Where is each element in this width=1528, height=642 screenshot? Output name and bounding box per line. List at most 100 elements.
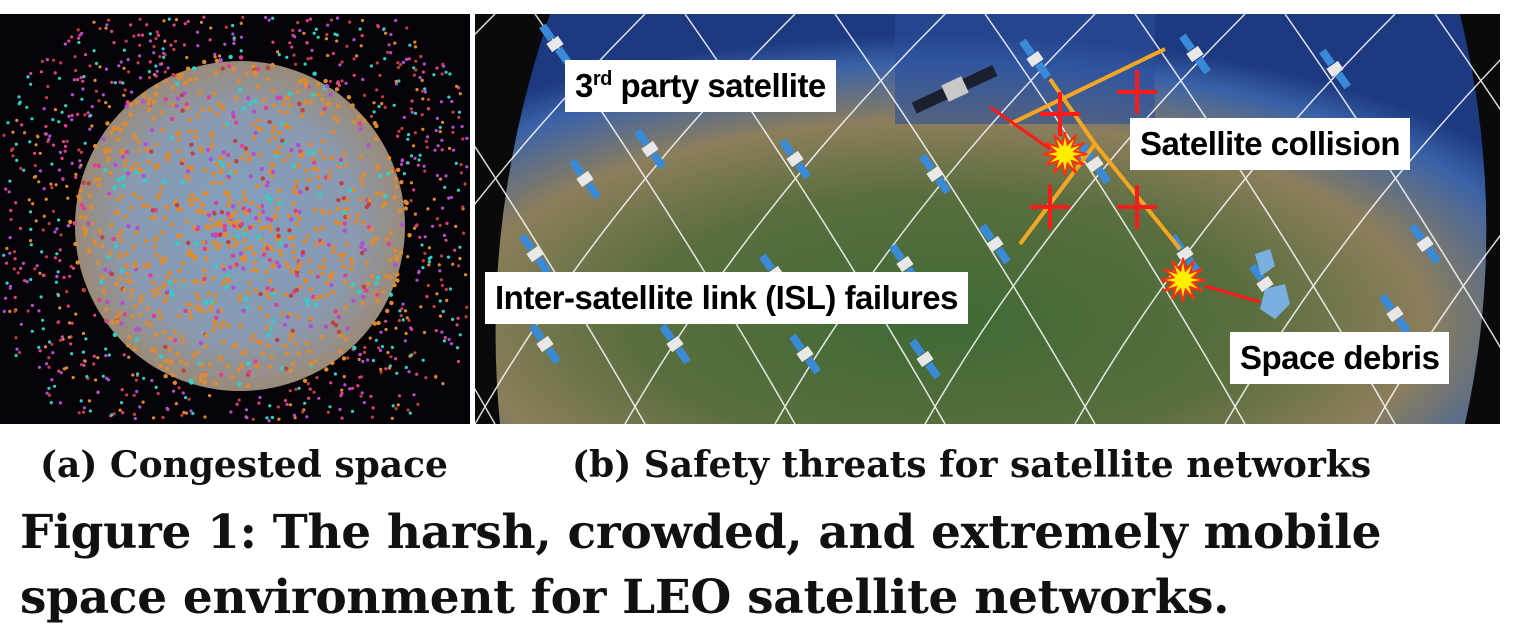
debris-dot: [378, 348, 382, 353]
debris-dot: [195, 350, 200, 355]
debris-dot: [93, 177, 99, 183]
debris-dot: [133, 416, 137, 421]
debris-dot: [438, 223, 442, 227]
debris-dot: [4, 261, 9, 265]
debris-dot: [271, 103, 276, 109]
debris-dot: [369, 64, 373, 68]
debris-dot: [282, 322, 288, 327]
debris-dot: [158, 62, 162, 66]
debris-dot: [136, 61, 140, 65]
debris-dot: [335, 104, 341, 109]
debris-dot: [361, 294, 366, 300]
debris-dot: [386, 155, 392, 161]
debris-dot: [267, 168, 272, 174]
debris-dot: [67, 321, 72, 325]
debris-dot: [244, 408, 249, 412]
debris-dot: [298, 189, 303, 195]
debris-dot: [119, 194, 125, 199]
figure-caption-line-2: space environment for LEO satellite netw…: [20, 570, 1230, 625]
debris-dot: [379, 370, 383, 374]
debris-dot: [250, 200, 255, 206]
debris-dot: [83, 113, 87, 117]
debris-dot: [202, 308, 207, 313]
debris-dot: [29, 239, 33, 243]
debris-dot: [228, 171, 234, 176]
debris-dot: [296, 163, 301, 168]
debris-dot: [214, 161, 220, 166]
arrow: [989, 105, 1051, 151]
debris-dot: [22, 168, 26, 172]
debris-dot: [335, 206, 340, 211]
debris-dot: [153, 142, 159, 147]
debris-dot: [123, 214, 128, 220]
debris-dot: [51, 351, 55, 355]
debris-dot: [65, 366, 69, 370]
debris-dot: [402, 115, 406, 119]
debris-dot: [409, 107, 413, 111]
debris-dot: [407, 370, 411, 374]
debris-dot: [9, 217, 13, 222]
debris-dot: [23, 131, 27, 135]
debris-dot: [202, 190, 207, 196]
debris-dot: [415, 372, 419, 376]
debris-dot: [125, 100, 130, 105]
debris-dot: [413, 212, 417, 216]
debris-dot: [72, 221, 78, 226]
debris-dot: [234, 342, 239, 347]
debris-dot: [114, 314, 119, 320]
debris-dot: [232, 36, 236, 40]
debris-dot: [426, 97, 431, 102]
debris-dot: [132, 264, 138, 269]
debris-dot: [219, 308, 224, 313]
debris-dot: [424, 376, 428, 380]
debris-dot: [440, 138, 444, 142]
debris-dot: [76, 78, 80, 82]
debris-dot: [455, 84, 459, 88]
debris-dot: [279, 366, 285, 371]
debris-dot: [63, 149, 67, 153]
debris-dot: [249, 338, 254, 343]
debris-dot: [208, 38, 212, 42]
debris-dot: [87, 399, 91, 403]
debris-dot: [377, 104, 381, 109]
debris-dot: [124, 104, 129, 109]
debris-dot: [69, 264, 73, 269]
debris-dot: [308, 387, 312, 391]
debris-dot: [315, 274, 320, 279]
debris-dot: [96, 163, 102, 169]
debris-dot: [360, 18, 365, 23]
debris-dot: [305, 150, 310, 155]
debris-dot: [340, 416, 344, 420]
debris-dot: [268, 326, 273, 331]
debris-dot: [350, 103, 355, 108]
satellite-icon: [979, 223, 1011, 265]
debris-dot: [413, 156, 417, 160]
debris-dot: [192, 279, 197, 284]
debris-dot: [444, 174, 448, 178]
debris-dot: [268, 404, 272, 408]
debris-dot: [105, 157, 111, 163]
debris-dot: [260, 176, 265, 181]
debris-dot: [123, 88, 127, 92]
debris-dot: [163, 256, 168, 262]
debris-dot: [320, 240, 325, 246]
orbit-line: [984, 14, 1246, 424]
third-party-satellite-icon: [911, 64, 998, 114]
debris-dot: [83, 359, 87, 363]
debris-dot: [100, 243, 105, 248]
debris-dot: [435, 173, 439, 178]
debris-dot: [345, 242, 350, 247]
debris-dot: [359, 244, 364, 249]
debris-dot: [237, 297, 242, 303]
debris-dot: [6, 121, 10, 125]
debris-dot: [166, 66, 170, 70]
debris-dot: [403, 206, 408, 211]
debris-dot: [292, 163, 297, 168]
debris-dot: [232, 243, 238, 248]
debris-dot: [341, 356, 347, 361]
debris-dot: [40, 250, 44, 254]
debris-dot: [172, 338, 178, 343]
debris-dot: [283, 292, 288, 298]
debris-dot: [389, 32, 393, 37]
debris-dot: [457, 110, 461, 114]
